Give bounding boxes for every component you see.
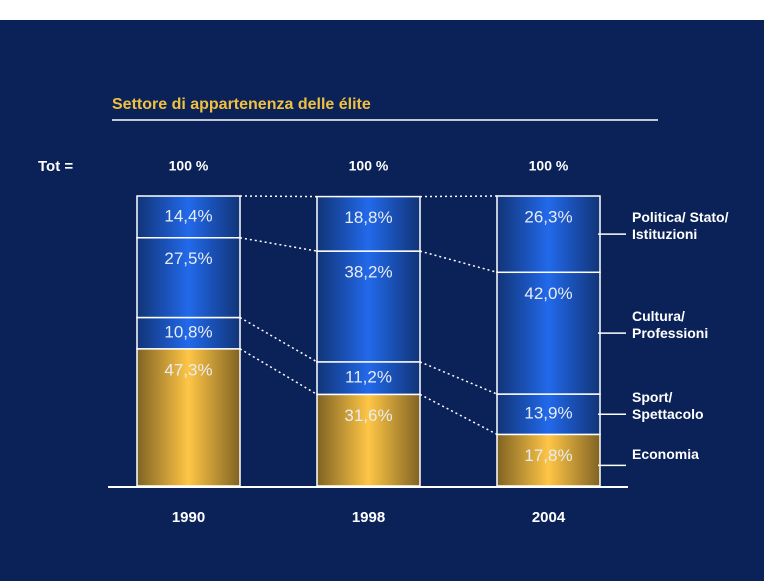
top-strip [0, 0, 764, 20]
bar-segment [316, 195, 421, 252]
value-label: 38,2% [344, 263, 392, 282]
legend-label: Cultura/ Professioni [632, 308, 709, 342]
total-label: 100 % [349, 158, 389, 174]
value-label: 10,8% [164, 323, 212, 342]
total-label: 100 % [529, 158, 569, 174]
connector [239, 316, 318, 363]
value-label: 42,0% [524, 284, 572, 303]
connector [419, 393, 498, 436]
bar-segment [136, 237, 241, 319]
legend-label: Politica/ Stato/ Istituzioni [632, 209, 729, 243]
value-label: 27,5% [164, 249, 212, 268]
legend-label: Sport/ Spettacolo [632, 389, 704, 423]
value-label: 13,9% [524, 404, 572, 423]
value-label: 31,6% [344, 406, 392, 425]
x-tick-label: 1990 [172, 509, 205, 526]
value-label: 47,3% [164, 360, 212, 379]
bar-segment [496, 433, 601, 487]
bar-segment [136, 316, 241, 350]
value-label: 11,2% [345, 368, 392, 387]
total-caption: Tot = [38, 158, 73, 175]
legend-label: Economia [632, 446, 699, 463]
bar-segment [136, 348, 241, 487]
bar-segment [316, 393, 421, 487]
x-tick-label: 2004 [532, 509, 566, 526]
value-label: 26,3% [524, 207, 572, 226]
value-label: 18,8% [344, 208, 392, 227]
bar-segment [316, 361, 421, 396]
connector [419, 250, 498, 273]
bar-segment [136, 195, 241, 239]
connector [419, 195, 498, 198]
value-label: 17,8% [524, 446, 572, 465]
bar-segment [496, 195, 601, 274]
connector [239, 195, 318, 198]
value-label: 14,4% [164, 206, 212, 225]
x-tick-label: 1998 [352, 509, 385, 526]
connector [239, 237, 318, 252]
chart-title: Settore di appartenenza delle élite [112, 96, 371, 113]
total-label: 100 % [169, 158, 209, 174]
bar-segment [496, 393, 601, 436]
connector [419, 361, 498, 395]
